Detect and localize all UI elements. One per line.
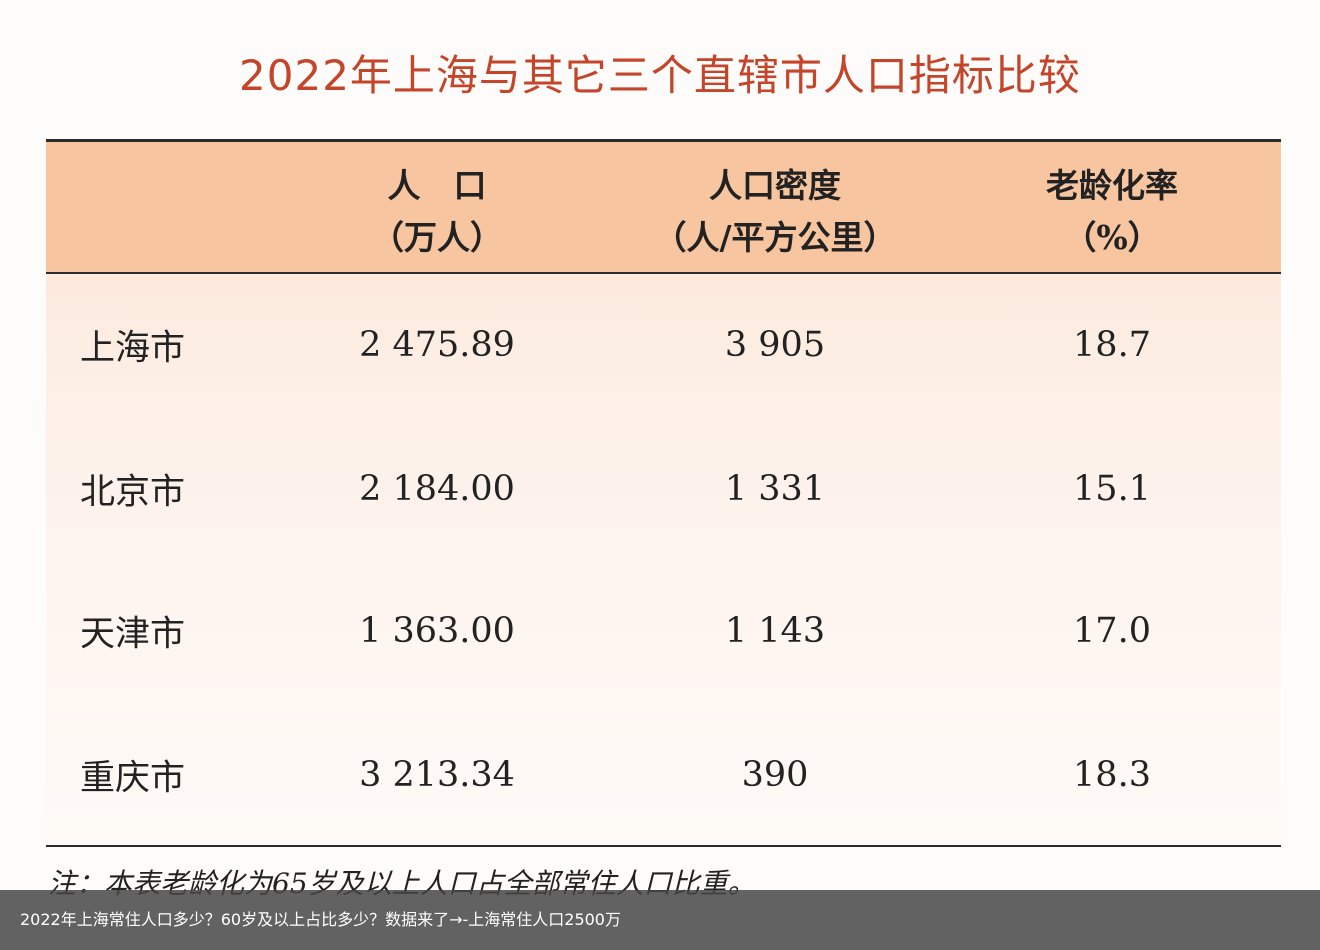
cell-value: 17.0 <box>1073 611 1151 651</box>
row-label: 天津市 <box>80 614 186 655</box>
header-cell: 老龄化率 （%） <box>1046 160 1178 264</box>
cell-value: 18.3 <box>1073 755 1151 795</box>
header-line: （万人） <box>371 218 503 257</box>
title: 2022年上海与其它三个直辖市人口指标比较 <box>239 51 1081 100</box>
cell-value: 1 143 <box>724 611 826 651</box>
row-label: 上海市 <box>80 328 186 369</box>
header-line: （人/平方公里） <box>653 218 897 257</box>
cell-value: 2 184.00 <box>359 469 515 509</box>
caption: 2022年上海常住人口多少？60岁及以上占比多少？数据来了→-上海常住人口250… <box>20 910 621 929</box>
cell-value: 1 363.00 <box>359 611 515 651</box>
header-line: 老龄化率 <box>1046 166 1178 205</box>
header-cell: 人口密度 （人/平方公里） <box>653 160 896 264</box>
cell-value: 15.1 <box>1073 469 1151 509</box>
table-header: 人 口 （万人） 人口密度 （人/平方公里） 老龄化率 （%） <box>46 142 1281 274</box>
header-line: 人口密度 <box>709 166 841 205</box>
cell-value: 390 <box>741 755 809 795</box>
table: 人 口 （万人） 人口密度 （人/平方公里） 老龄化率 （%） 上海市 2 475.89 3 … <box>46 139 1281 847</box>
row-label: 北京市 <box>80 472 186 513</box>
cell-value: 3 905 <box>724 325 826 365</box>
caption-bar <box>0 890 1320 950</box>
header-cell: 人 口 （万人） <box>371 160 503 264</box>
header-line: （%） <box>1063 218 1161 257</box>
cell-value: 18.7 <box>1073 325 1151 365</box>
cell-value: 2 475.89 <box>359 325 515 365</box>
cell-value: 3 213.34 <box>359 755 515 795</box>
header-line: 人 口 <box>387 166 487 205</box>
row-label: 重庆市 <box>80 758 186 799</box>
cell-value: 1 331 <box>724 469 826 509</box>
